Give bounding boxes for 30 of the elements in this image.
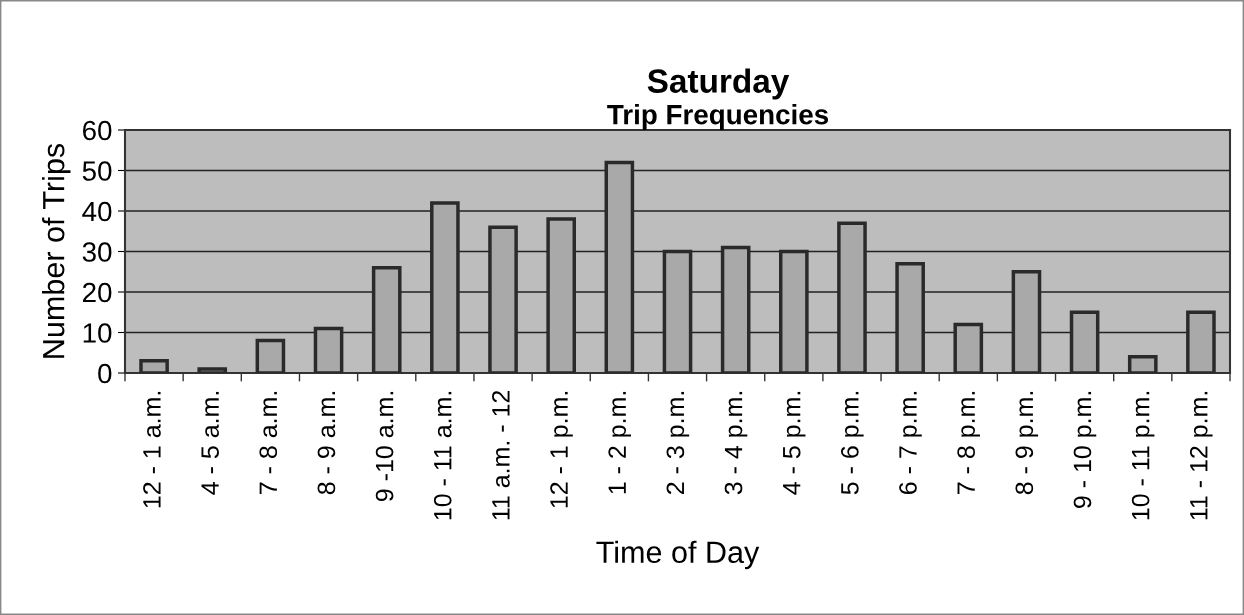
x-tick-label: 4 - 5 a.m. [201, 391, 219, 495]
y-tick-label: 60 [83, 120, 112, 141]
y-tick-label: 30 [82, 242, 112, 262]
x-tick-label: 4 - 5 p.m. [783, 391, 806, 495]
y-tick-label: 40 [82, 201, 112, 222]
x-tick-label: 12 - 1 a.m. [143, 391, 161, 508]
y-tick-label: 20 [83, 282, 112, 303]
x-tick-label: 7 - 8 p.m. [957, 391, 980, 494]
x-tick-label: 8 - 9 a.m. [317, 391, 336, 495]
x-tick-label: 3 - 4 p.m. [724, 391, 748, 495]
y-axis-title: Number of Trips [42, 143, 71, 358]
x-tick-label: 7 - 8 a.m. [259, 391, 278, 494]
chart-subtitle: Trip Frequencies [607, 104, 829, 130]
x-tick-label: 1 - 2 p.m. [608, 391, 631, 494]
x-tick-label: 8 - 9 p.m. [1015, 391, 1039, 495]
x-tick-label: 6 - 7 p.m. [899, 391, 922, 494]
x-tick-label: 10 - 11 a.m. [433, 391, 452, 520]
x-tick-label: 5 - 6 p.m. [840, 391, 864, 495]
y-tick-label: 10 [83, 323, 112, 343]
x-axis-title: Time of Day [596, 540, 760, 570]
x-tick-label: 9 -10 a.m. [375, 391, 394, 502]
x-tick-label: 12 - 1 p.m. [550, 391, 573, 508]
x-tick-label: 11 a.m. - 12 [492, 390, 510, 520]
x-tick-label: 10 - 11 p.m. [1131, 391, 1155, 520]
y-tick-label: 50 [82, 161, 112, 181]
chart-title: Saturday [647, 68, 790, 100]
y-tick-label: 0 [98, 363, 112, 384]
x-tick-label: 2 - 3 p.m. [666, 391, 690, 494]
x-tick-label: 11 - 12 p.m. [1189, 391, 1213, 520]
x-tick-label: 9 - 10 p.m. [1073, 391, 1097, 508]
